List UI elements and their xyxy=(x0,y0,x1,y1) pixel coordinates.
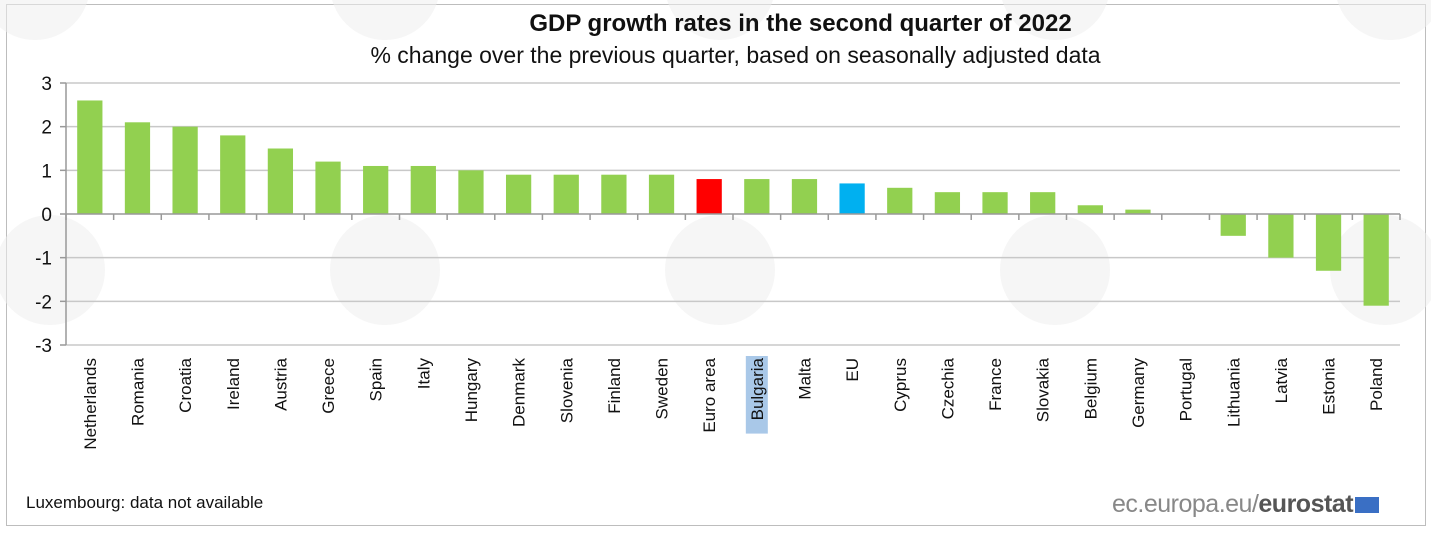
bar xyxy=(934,192,961,214)
category-label: Estonia xyxy=(1320,357,1339,414)
category-label: EU xyxy=(843,358,862,382)
category-label: Belgium xyxy=(1081,358,1100,419)
source-logo: ec.europa.eu/eurostat xyxy=(1112,490,1380,519)
category-label: Germany xyxy=(1129,358,1148,428)
bar xyxy=(696,179,722,214)
y-tick-label: -2 xyxy=(35,292,52,313)
category-label: Greece xyxy=(319,358,338,414)
category-label: Latvia xyxy=(1272,357,1291,403)
bar xyxy=(887,187,913,214)
category-label: Spain xyxy=(367,358,386,401)
category-label: Euro area xyxy=(700,357,719,432)
category-label: Sweden xyxy=(653,358,672,419)
bar xyxy=(172,126,198,214)
watermark-logo xyxy=(1000,215,1110,325)
category-label: Finland xyxy=(605,358,624,414)
bar xyxy=(458,170,484,214)
category-label: Portugal xyxy=(1177,358,1196,421)
category-label: Netherlands xyxy=(81,358,100,450)
bar xyxy=(315,161,341,214)
bar xyxy=(744,179,770,214)
bar xyxy=(220,135,246,214)
y-tick-label: -1 xyxy=(35,249,52,270)
category-label: Hungary xyxy=(462,358,481,423)
category-label: Poland xyxy=(1367,358,1386,411)
label-highlight xyxy=(745,356,768,434)
y-tick-label: 2 xyxy=(41,118,52,139)
bar xyxy=(648,174,675,214)
bar xyxy=(839,183,865,214)
bar xyxy=(1077,205,1103,214)
chart-subtitle: % change over the previous quarter, base… xyxy=(370,42,1101,68)
bar xyxy=(1030,192,1056,214)
category-label: Denmark xyxy=(510,358,529,427)
category-label: Croatia xyxy=(176,357,195,412)
category-label: France xyxy=(986,358,1005,411)
y-tick-label: 0 xyxy=(41,205,52,226)
category-label: Bulgaria xyxy=(748,357,767,420)
bar xyxy=(1315,214,1342,271)
bar xyxy=(601,174,627,214)
bar xyxy=(1268,214,1294,258)
category-label: Slovenia xyxy=(557,357,576,423)
category-label: Slovakia xyxy=(1034,357,1053,422)
bar xyxy=(791,179,818,214)
bar xyxy=(267,148,294,214)
y-tick-label: 3 xyxy=(41,74,52,95)
bar xyxy=(363,165,389,214)
category-label: Austria xyxy=(271,357,290,410)
category-label: Malta xyxy=(795,357,814,399)
source-brand: eurostat xyxy=(1258,490,1354,518)
bar xyxy=(124,122,151,214)
category-label: Ireland xyxy=(224,358,243,410)
category-label: Romania xyxy=(128,357,147,426)
y-tick-label: -3 xyxy=(35,336,52,357)
bar xyxy=(505,174,532,214)
bar xyxy=(77,100,103,214)
category-label: Cyprus xyxy=(891,358,910,412)
bar xyxy=(1363,214,1389,306)
watermark-logo xyxy=(0,215,105,325)
category-label: Czechia xyxy=(938,357,957,419)
bar xyxy=(1220,214,1246,236)
bar xyxy=(553,174,579,214)
bar xyxy=(410,165,436,214)
eu-flag-icon xyxy=(1355,497,1380,514)
footnote: Luxembourg: data not available xyxy=(26,493,264,512)
chart-title: GDP growth rates in the second quarter o… xyxy=(529,10,1072,37)
y-tick-label: 1 xyxy=(41,161,52,182)
watermark-logo xyxy=(330,215,440,325)
watermark-logo xyxy=(665,215,775,325)
bar xyxy=(1125,209,1151,214)
source-domain: ec.europa.eu/ xyxy=(1112,490,1259,518)
bar xyxy=(982,192,1008,214)
category-label: Italy xyxy=(414,358,433,390)
category-label: Lithuania xyxy=(1224,357,1243,427)
